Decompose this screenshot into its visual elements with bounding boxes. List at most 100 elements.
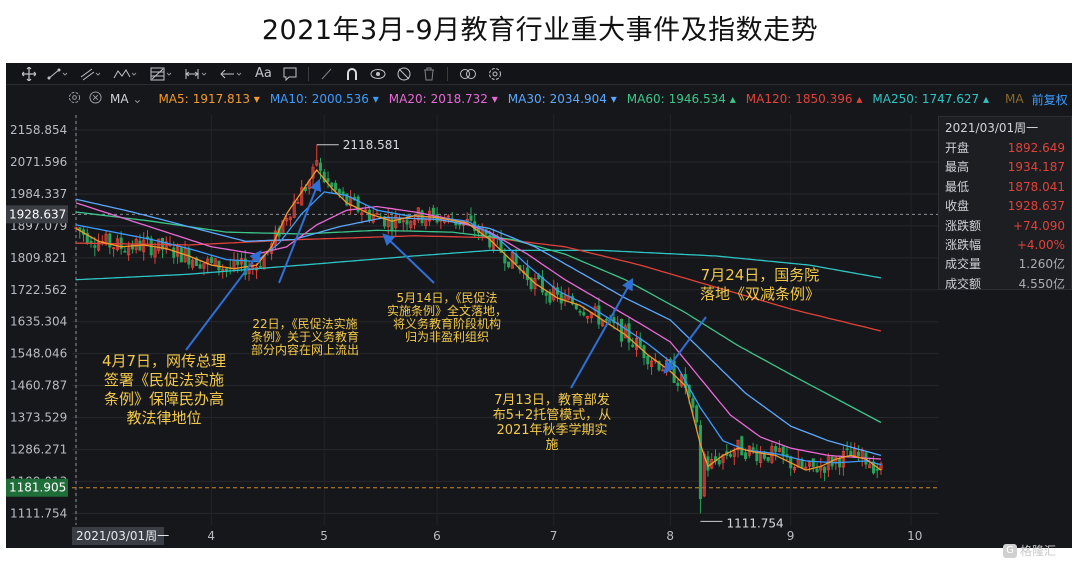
channel-icon[interactable] xyxy=(80,67,102,81)
pen-icon[interactable] xyxy=(320,67,334,81)
trash-icon[interactable] xyxy=(422,67,436,81)
close-icon[interactable] xyxy=(89,91,102,107)
comment-icon[interactable] xyxy=(283,67,297,81)
ohlc-key: 最高 xyxy=(945,160,970,175)
candle-body xyxy=(774,446,778,452)
candle-body xyxy=(777,448,781,452)
candle-body xyxy=(804,466,808,469)
candle-body xyxy=(386,216,390,227)
ohlc-row: 最低 1878.041 xyxy=(939,178,1071,197)
ohlc-value: 1878.041 xyxy=(1007,179,1065,194)
candle-body xyxy=(841,451,845,468)
candle-body xyxy=(792,466,797,471)
fib-icon[interactable] xyxy=(150,67,174,81)
candle-body xyxy=(258,265,262,268)
low-label: 1111.754 xyxy=(726,516,783,530)
magnet-icon[interactable] xyxy=(345,67,359,81)
candle-body xyxy=(108,233,112,248)
candle-body xyxy=(736,439,740,451)
candle-body xyxy=(405,219,409,225)
candle-body xyxy=(345,193,349,206)
candle-body xyxy=(646,356,650,365)
ma-legend-item[interactable]: MA30: 2034.904 ▾ xyxy=(508,92,617,106)
ma-legend-item[interactable]: MA120: 1850.396 ▴ xyxy=(746,92,863,106)
candle-body xyxy=(202,263,206,269)
y-tick-label: 1722.562 xyxy=(10,283,67,297)
candle-body xyxy=(142,239,146,253)
ohlc-key: 涨跌幅 xyxy=(945,237,982,252)
candle-body xyxy=(164,241,168,250)
ma-selector[interactable]: MA ⌄ xyxy=(110,92,142,106)
settings-icon[interactable] xyxy=(488,67,502,81)
candle-body xyxy=(318,162,323,171)
ma-legend-item[interactable]: MA250: 1747.627 ▴ xyxy=(872,92,989,106)
candle-body xyxy=(619,319,623,342)
ohlc-value: +74.090 xyxy=(1012,218,1065,233)
candle-body xyxy=(428,210,432,222)
arrow-icon[interactable] xyxy=(220,67,244,81)
x-tick-label: 9 xyxy=(787,529,795,543)
annotation-line: 部分内容在网上流出 xyxy=(250,343,359,357)
hide-icon[interactable] xyxy=(397,67,411,81)
candle-body xyxy=(762,453,766,459)
candle-body xyxy=(875,468,879,471)
x-tick-label: 10 xyxy=(907,529,922,543)
candle-body xyxy=(815,468,819,473)
ma-legend-value: 1917.813 xyxy=(192,92,250,106)
candle-body xyxy=(153,248,157,258)
annotation-line: 22日，《民促法实施 xyxy=(252,317,358,331)
eye-icon[interactable] xyxy=(370,67,386,81)
candle-body xyxy=(676,382,680,387)
candle-body xyxy=(360,212,364,215)
candle-body xyxy=(431,207,435,215)
ma-legend-name: MA60: xyxy=(626,92,665,106)
candle-body xyxy=(744,452,748,460)
ma30-line xyxy=(75,198,882,457)
ma-legend-item[interactable]: MA20: 2018.732 ▾ xyxy=(389,92,498,106)
ohlc-row: 涨跌额 +74.090 xyxy=(939,217,1071,236)
candle-body xyxy=(285,218,289,222)
toolbar-divider xyxy=(446,66,448,81)
candle-body xyxy=(130,244,134,250)
x-tick-label: 5 xyxy=(320,529,328,543)
candle-body xyxy=(604,318,608,321)
ohlc-row: 涨跌幅 +4.00% xyxy=(939,236,1071,255)
candle-body xyxy=(326,178,330,182)
annotation-apr7: 4月7日，网传总理 签署《民促法实施 条例》保障民办高 教法律地位 xyxy=(84,352,244,428)
candle-body xyxy=(740,436,744,456)
text-tool[interactable]: Aa xyxy=(255,66,272,81)
current-price-label: 1181.905 xyxy=(9,481,66,495)
measure-icon[interactable] xyxy=(185,67,209,81)
candle-body xyxy=(586,316,590,319)
ma-legend-item[interactable]: MA60: 1946.534 ▴ xyxy=(627,92,736,106)
adjust-toggle[interactable]: 前复权 xyxy=(1031,92,1068,107)
candle-body xyxy=(209,257,213,263)
toolbar-divider xyxy=(307,66,309,81)
candle-body xyxy=(334,182,338,191)
ohlc-key: 涨跌额 xyxy=(945,218,982,233)
trendline-icon[interactable] xyxy=(47,67,69,81)
ma-trend-arrow-icon: ▴ xyxy=(852,92,863,106)
annotation-jul13: 7月13日，教育部发 布5+2托管模式，从 2021年秋季学期实 施 xyxy=(482,393,622,453)
crosshair-icon[interactable] xyxy=(22,66,36,81)
ma-legend-item[interactable]: MA5: 1917.813 ▾ xyxy=(158,92,259,106)
candle-body xyxy=(623,325,627,339)
candle-body xyxy=(582,312,586,316)
wave-icon[interactable] xyxy=(113,67,139,81)
ma-legend-item[interactable]: MA10: 2000.536 ▾ xyxy=(270,92,379,106)
ohlc-key: 最低 xyxy=(945,179,970,194)
annotation-line: 落地《双减条例》 xyxy=(699,285,820,303)
link-icon[interactable] xyxy=(459,67,477,81)
ohlc-value: 1934.187 xyxy=(1007,160,1065,175)
x-tick-label: 4 xyxy=(207,529,215,543)
candle-body xyxy=(856,451,860,457)
annotation-line: 实施条例》全文落地， xyxy=(386,304,507,318)
candlestick-chart[interactable]: 2158.8542071.5961984.3371897.0791809.821… xyxy=(6,63,1072,548)
ma120-line xyxy=(75,235,882,332)
x-tick-label: 6 xyxy=(433,529,441,543)
ma-legend-value: 1850.396 xyxy=(795,92,853,106)
ma-selector-label: MA xyxy=(110,92,129,106)
gear-icon[interactable] xyxy=(68,91,81,107)
ma20-line xyxy=(75,202,882,460)
ma-legend-value: 2000.536 xyxy=(311,92,369,106)
